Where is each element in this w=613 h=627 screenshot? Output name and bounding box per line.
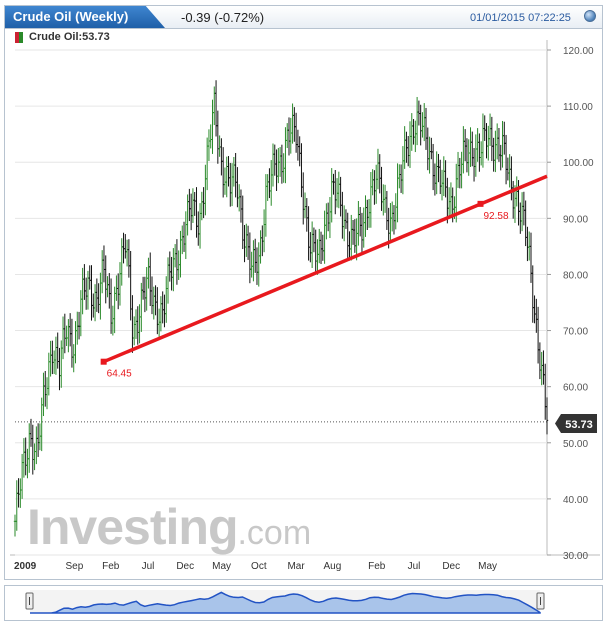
y-tick-label: 30.00 [563, 551, 588, 562]
y-tick-label: 60.00 [563, 383, 588, 394]
y-tick-label: 50.00 [563, 439, 588, 450]
last-price-tag: 53.73 [555, 414, 597, 433]
x-tick-label: Oct [251, 561, 267, 572]
investing-logo: Investing.com [27, 499, 312, 555]
x-tick-label: Dec [442, 561, 460, 572]
legend: Crude Oil:53.73 [15, 31, 110, 43]
y-tick-label: 90.00 [563, 214, 588, 225]
x-tick-label: Feb [102, 561, 120, 572]
x-tick-label: May [478, 561, 497, 572]
candle-icon [15, 31, 23, 43]
y-tick-label: 80.00 [563, 270, 588, 281]
y-tick-label: 70.00 [563, 327, 588, 338]
x-tick-label: Sep [66, 561, 84, 572]
globe-icon[interactable] [584, 10, 596, 22]
chart-frame [4, 5, 603, 580]
navigator[interactable] [4, 585, 603, 621]
trendline [102, 174, 548, 364]
x-tick-label: Aug [324, 561, 342, 572]
x-tick-label: Jul [408, 561, 421, 572]
y-tick-label: 110.00 [563, 102, 593, 113]
x-tick-label: 2009 [14, 561, 37, 572]
title-tab [5, 6, 165, 28]
timestamp: 01/01/2015 07:22:25 [470, 12, 571, 24]
legend-label: Crude Oil:53.73 [29, 31, 110, 43]
y-tick-label: 40.00 [563, 495, 588, 506]
x-tick-label: Dec [176, 561, 194, 572]
chart-title: Crude Oil (Weekly) [13, 9, 129, 24]
trendline-anchor [100, 358, 107, 365]
trendline-anchor [477, 200, 484, 207]
x-tick-label: May [212, 561, 231, 572]
svg-text:53.73: 53.73 [565, 419, 593, 431]
x-tick-label: Jul [142, 561, 155, 572]
y-tick-label: 100.00 [563, 158, 594, 169]
x-tick-label: Mar [287, 561, 305, 572]
y-tick-label: 120.00 [563, 46, 594, 57]
price-change: -0.39 (-0.72%) [181, 10, 265, 25]
trendline-value-label: 64.45 [107, 369, 132, 380]
trendline-value-label: 92.58 [484, 211, 509, 222]
x-tick-label: Feb [368, 561, 386, 572]
